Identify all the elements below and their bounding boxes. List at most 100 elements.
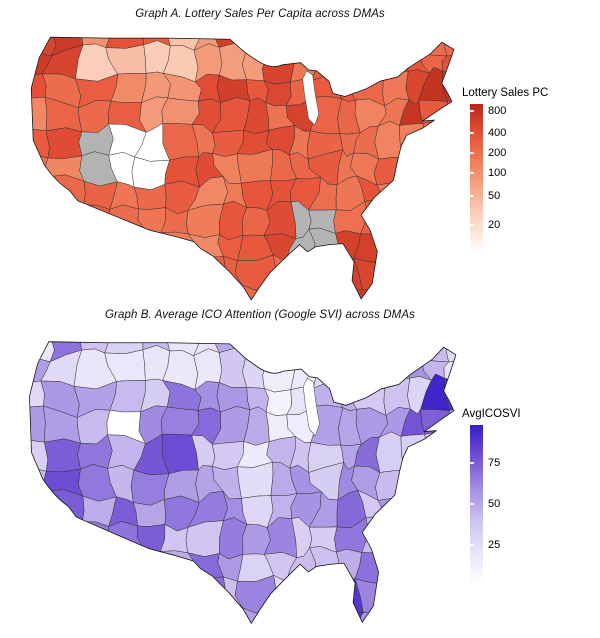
- dma-region: [426, 523, 454, 559]
- dma-region: [31, 201, 53, 233]
- legend-tick-label-20: 20: [488, 219, 501, 232]
- dma-region: [417, 155, 450, 182]
- lake-michigan: [302, 70, 320, 126]
- dma-region: [186, 576, 227, 615]
- dma-region: [219, 42, 247, 81]
- dma-region: [420, 276, 452, 300]
- dma-region: [380, 37, 408, 57]
- dma-region: [311, 37, 339, 58]
- dma-region: [29, 518, 51, 552]
- legend-tick-label-75: 75: [488, 457, 501, 469]
- dma-region: [29, 405, 46, 443]
- dma-region: [45, 127, 83, 159]
- legend-tick-label-100: 100: [488, 167, 507, 179]
- dma-region: [78, 283, 112, 300]
- dma-region: [400, 469, 426, 500]
- legend-tick-label-50: 50: [488, 498, 501, 511]
- dma-region: [444, 496, 456, 524]
- dma-region: [219, 347, 248, 388]
- dma-region: [236, 149, 273, 184]
- dma-region: [78, 229, 118, 257]
- dma-region: [400, 177, 430, 209]
- dma-region: [449, 438, 456, 475]
- graph-a-legend-title: Lottery Sales PC: [462, 87, 549, 99]
- dma-region: [74, 575, 107, 611]
- dma-region: [294, 282, 317, 300]
- dma-region: [289, 37, 320, 53]
- dma-region: [379, 603, 404, 624]
- graph-a-legend: Lottery Sales PC 800 400 200 100 50 20: [462, 87, 548, 254]
- dma-region: [37, 576, 82, 614]
- dma-region: [75, 254, 108, 288]
- dma-region: [421, 598, 454, 624]
- dma-region: [135, 573, 175, 612]
- dma-region: [422, 431, 453, 475]
- dma-region: [399, 576, 430, 616]
- dma-region: [243, 37, 274, 55]
- legend-tick-mark: [470, 172, 474, 174]
- dma-region: [106, 228, 145, 256]
- dma-region: [272, 254, 297, 292]
- graph-b-title: Graph B. Average ICO Attention (Google S…: [105, 309, 415, 321]
- dma-region: [236, 461, 274, 499]
- dma-region: [29, 545, 41, 580]
- dma-region: [294, 604, 318, 624]
- dma-region: [333, 341, 364, 362]
- dma-region: [167, 603, 196, 624]
- dma-region: [425, 206, 452, 239]
- dma-region: [136, 253, 175, 289]
- dma-region: [267, 341, 292, 361]
- dma-region: [31, 254, 49, 291]
- dma-region: [332, 51, 363, 82]
- dma-region: [102, 571, 141, 612]
- graph-a-colorbar-wrap: 800 400 200 100 50 20: [470, 104, 548, 254]
- dma-region: [332, 37, 363, 56]
- dma-region: [448, 279, 454, 300]
- dma-region: [352, 51, 387, 82]
- dma-region: [105, 546, 144, 576]
- dma-region: [309, 604, 338, 624]
- dma-region: [286, 253, 321, 289]
- dma-region: [377, 581, 411, 616]
- dma-region: [40, 203, 85, 237]
- dma-region: [424, 576, 456, 607]
- dma-region: [31, 96, 48, 132]
- legend-tick-mark: [470, 152, 474, 155]
- dma-region: [359, 37, 387, 58]
- dma-region: [77, 547, 117, 577]
- dma-region: [420, 121, 451, 162]
- dma-region: [397, 256, 429, 293]
- dma-region: [263, 80, 292, 107]
- dma-region: [29, 464, 47, 498]
- dma-region: [106, 283, 143, 300]
- dma-region: [449, 409, 456, 446]
- dma-region: [377, 281, 402, 300]
- dma-region: [311, 52, 340, 81]
- dma-region: [167, 281, 196, 300]
- dma-region: [312, 341, 340, 364]
- graph-a-colorbar: [470, 104, 483, 254]
- dma-region: [290, 341, 321, 359]
- dma-region: [402, 518, 431, 559]
- us-outline: [30, 36, 455, 301]
- dma-region: [353, 357, 388, 390]
- legend-tick-mark: [470, 462, 474, 464]
- legend-tick-mark: [470, 194, 474, 197]
- dma-region: [447, 127, 454, 162]
- dma-region: [31, 151, 49, 183]
- dma-region: [132, 604, 171, 624]
- dma-region: [443, 37, 454, 57]
- graph-a-choropleth-map: [30, 36, 455, 301]
- graph-b-colorbar-ticks: 75 50 25: [470, 425, 530, 585]
- us-outline: [29, 341, 457, 625]
- dma-region: [241, 180, 273, 211]
- dma-region: [443, 230, 454, 265]
- dma-region: [267, 611, 299, 624]
- dma-region: [373, 157, 404, 186]
- dma-region: [31, 176, 53, 211]
- dma-region: [429, 546, 454, 583]
- dma-region: [401, 228, 430, 264]
- lake-michigan: [302, 377, 320, 437]
- dma-region: [44, 438, 81, 473]
- dma-region: [401, 341, 428, 361]
